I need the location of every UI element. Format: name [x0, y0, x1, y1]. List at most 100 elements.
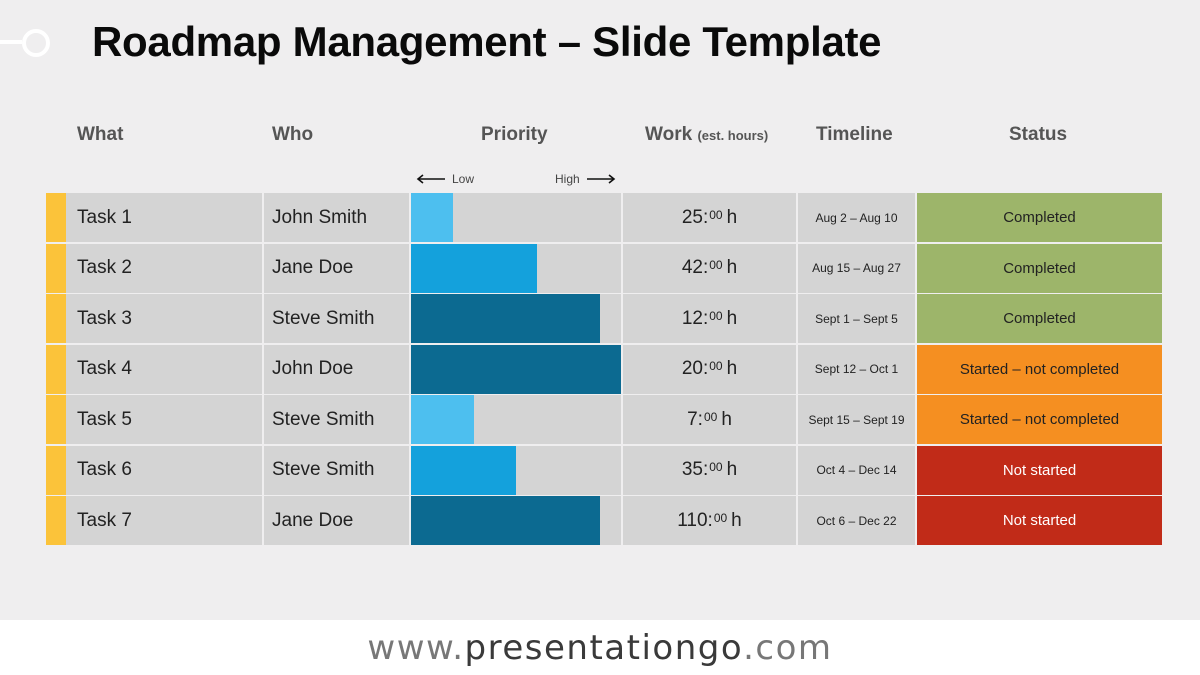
status-badge: Completed: [917, 193, 1162, 242]
work-minutes: 00: [709, 308, 723, 323]
task-name: Task 6: [66, 445, 262, 495]
priority-cell: [411, 294, 621, 343]
footer-brand: presentationgo: [464, 627, 744, 668]
table-row: Task 1 John Smith 25: 00 h Aug 2 – Aug 10 Comp…: [46, 193, 1162, 244]
status-badge: Completed: [917, 294, 1162, 343]
priority-cell: [411, 496, 621, 545]
priority-bar: [411, 243, 537, 293]
task-owner: Jane Doe: [264, 496, 409, 545]
header-what: What: [77, 124, 124, 145]
work-hours: 20:: [681, 358, 709, 379]
row-accent: [46, 445, 66, 495]
page-title: Roadmap Management – Slide Template: [92, 18, 882, 65]
work-suffix: h: [726, 257, 738, 278]
work-cell: 20: 00 h: [623, 344, 796, 394]
header-status: Status: [1009, 124, 1068, 145]
work-cell: 25: 00 h: [623, 193, 796, 242]
priority-bar: [411, 445, 516, 495]
priority-scale-low: Low: [416, 172, 474, 186]
header-work: Work (est. hours): [645, 124, 768, 146]
work-suffix: h: [726, 307, 738, 329]
task-owner: John Smith: [264, 193, 409, 242]
table-row: Task 4 John Doe 20: 00 h Sept 12 – Oct 1 Start…: [46, 344, 1162, 396]
work-suffix: h: [726, 459, 738, 480]
table-row: Task 2 Jane Doe 42: 00 h Aug 15 – Aug 27 Compl…: [46, 243, 1162, 295]
timeline-cell: Aug 15 – Aug 27: [798, 243, 915, 293]
footer-prefix: www.: [367, 627, 465, 668]
work-cell: 35: 00 h: [623, 445, 796, 495]
work-cell: 110: 00 h: [623, 496, 796, 545]
status-badge: Started – not completed: [917, 344, 1162, 394]
row-accent: [46, 395, 66, 444]
task-table: Task 1 John Smith 25: 00 h Aug 2 – Aug 10 Comp…: [46, 193, 1162, 547]
status-badge: Started – not completed: [917, 395, 1162, 444]
priority-scale-high: High: [555, 172, 616, 186]
priority-bar: [411, 395, 474, 444]
task-name: Task 5: [66, 395, 262, 444]
priority-cell: [411, 445, 621, 495]
work-hours: 25:: [681, 206, 709, 228]
task-owner: Steve Smith: [264, 294, 409, 343]
work-hours: 12:: [681, 307, 709, 329]
task-owner: John Doe: [264, 344, 409, 394]
priority-cell: [411, 193, 621, 242]
header-priority: Priority: [481, 124, 548, 145]
work-hours: 42:: [681, 257, 709, 278]
timeline-cell: Oct 4 – Dec 14: [798, 445, 915, 495]
task-name: Task 3: [66, 294, 262, 343]
timeline-cell: Sept 1 – Sept 5: [798, 294, 915, 343]
priority-bar: [411, 344, 621, 394]
arrow-right-icon: [586, 174, 615, 184]
timeline-cell: Aug 2 – Aug 10: [798, 193, 915, 242]
status-badge: Completed: [917, 243, 1162, 293]
task-name: Task 4: [66, 344, 262, 394]
work-cell: 12: 00 h: [623, 294, 796, 343]
priority-bar: [411, 193, 453, 242]
row-accent: [46, 243, 66, 293]
work-minutes: 00: [703, 409, 718, 424]
table-row: Task 6 Steve Smith 35: 00 h Oct 4 – Dec 14 Not…: [46, 445, 1162, 497]
header-timeline: Timeline: [816, 124, 893, 145]
work-minutes: 00: [709, 359, 723, 373]
work-suffix: h: [721, 408, 732, 430]
table-row: Task 5 Steve Smith 7: 00 h Sept 15 – Sept 19 S…: [46, 395, 1162, 446]
priority-bar: [411, 496, 600, 545]
work-hours: 7:: [687, 408, 703, 430]
row-accent: [46, 496, 66, 545]
timeline-cell: Sept 12 – Oct 1: [798, 344, 915, 394]
arrow-left-icon: [416, 174, 445, 184]
timeline-cell: Sept 15 – Sept 19: [798, 395, 915, 444]
logo-circle-icon: [0, 29, 50, 57]
priority-cell: [411, 395, 621, 444]
table-row: Task 3 Steve Smith 12: 00 h Sept 1 – Sept 5 Co…: [46, 294, 1162, 345]
task-name: Task 1: [66, 193, 262, 242]
task-name: Task 2: [66, 243, 262, 293]
footer-url: www. presentationgo .com: [0, 620, 1200, 675]
work-suffix: h: [726, 206, 738, 228]
priority-low-label: Low: [452, 172, 475, 186]
header-work-label: Work: [645, 124, 693, 145]
work-suffix: h: [731, 509, 742, 531]
row-accent: [46, 294, 66, 343]
work-minutes: 00: [713, 510, 728, 525]
work-hours: 110:: [677, 509, 713, 531]
priority-high-label: High: [555, 172, 580, 186]
timeline-cell: Oct 6 – Dec 22: [798, 496, 915, 545]
work-hours: 35:: [681, 459, 709, 480]
work-minutes: 00: [709, 207, 723, 222]
work-cell: 7: 00 h: [623, 395, 796, 444]
task-owner: Jane Doe: [264, 243, 409, 293]
task-owner: Steve Smith: [264, 445, 409, 495]
priority-bar: [411, 294, 600, 343]
footer-suffix: .com: [743, 627, 833, 668]
table-row: Task 7 Jane Doe 110: 00 h Oct 6 – Dec 22 Not s…: [46, 496, 1162, 547]
priority-cell: [411, 243, 621, 293]
work-suffix: h: [726, 358, 738, 379]
work-cell: 42: 00 h: [623, 243, 796, 293]
status-badge: Not started: [917, 445, 1162, 495]
work-minutes: 00: [709, 258, 723, 272]
work-minutes: 00: [709, 460, 723, 474]
header-work-unit: (est. hours): [697, 128, 769, 143]
status-badge: Not started: [917, 496, 1162, 545]
row-accent: [46, 344, 66, 394]
